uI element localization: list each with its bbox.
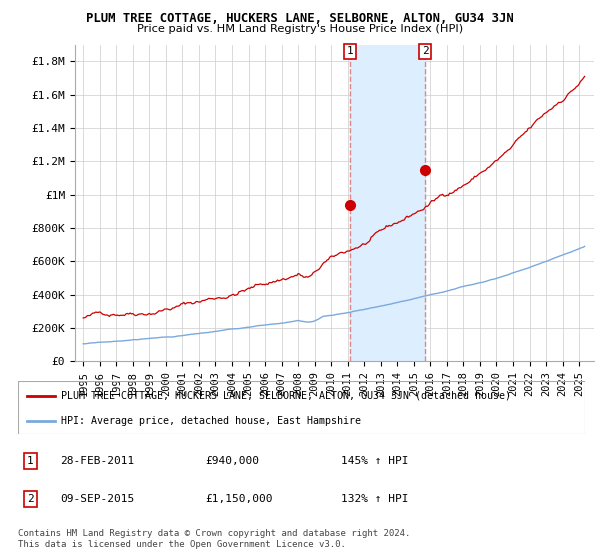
Text: 145% ↑ HPI: 145% ↑ HPI	[341, 456, 409, 466]
Text: PLUM TREE COTTAGE, HUCKERS LANE, SELBORNE, ALTON, GU34 3JN: PLUM TREE COTTAGE, HUCKERS LANE, SELBORN…	[86, 12, 514, 25]
Text: 1: 1	[347, 46, 353, 57]
Text: 2: 2	[422, 46, 428, 57]
Text: £940,000: £940,000	[205, 456, 259, 466]
Text: Price paid vs. HM Land Registry's House Price Index (HPI): Price paid vs. HM Land Registry's House …	[137, 24, 463, 34]
Text: 132% ↑ HPI: 132% ↑ HPI	[341, 493, 409, 503]
Text: HPI: Average price, detached house, East Hampshire: HPI: Average price, detached house, East…	[61, 416, 361, 426]
Text: 1: 1	[27, 456, 34, 466]
Text: Contains HM Land Registry data © Crown copyright and database right 2024.
This d: Contains HM Land Registry data © Crown c…	[18, 529, 410, 549]
Text: 09-SEP-2015: 09-SEP-2015	[61, 493, 135, 503]
Text: 28-FEB-2011: 28-FEB-2011	[61, 456, 135, 466]
Text: 2: 2	[27, 493, 34, 503]
Text: PLUM TREE COTTAGE, HUCKERS LANE, SELBORNE, ALTON, GU34 3JN (detached house): PLUM TREE COTTAGE, HUCKERS LANE, SELBORN…	[61, 391, 511, 401]
Bar	[350, 45, 425, 361]
Text: £1,150,000: £1,150,000	[205, 493, 272, 503]
